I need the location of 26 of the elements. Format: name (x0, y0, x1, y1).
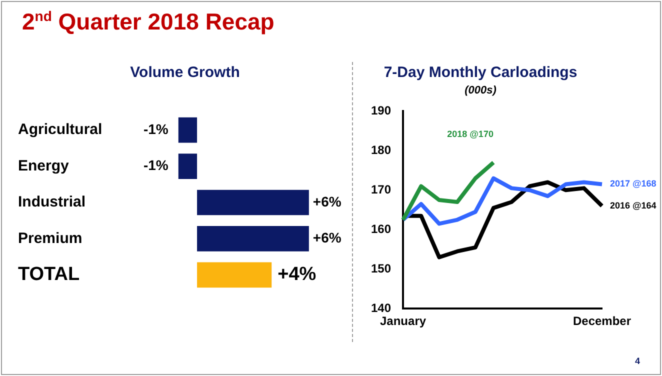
y-tick-label: 160 (370, 222, 392, 236)
y-tick-label: 180 (370, 142, 392, 157)
data-label: +4% (278, 264, 316, 286)
data-label: -1% (143, 157, 169, 174)
y-tick-label: TOTAL (18, 264, 80, 286)
x-tick-label: December (572, 314, 632, 328)
y-tick-label: 170 (370, 182, 392, 196)
y-tick-label: Industrial (18, 194, 86, 211)
y-tick-label: 150 (370, 261, 392, 276)
text: 4 (634, 356, 640, 366)
text: 2$^{nd}$ Quarter 2018 Recap (22, 8, 274, 36)
chart-subtitle: (000s) (464, 84, 497, 97)
series-label: 2016 @164 (610, 200, 656, 210)
data-label: -1% (143, 120, 169, 137)
series-label: 2017 @168 (610, 178, 656, 189)
y-tick-label: Agricultural (18, 121, 102, 138)
chart-title: Volume Growth (130, 64, 240, 82)
data-label: +6% (312, 193, 342, 210)
data-label: +6% (312, 230, 342, 246)
y-tick-label: Energy (18, 157, 70, 174)
text: 2018 @170 (447, 129, 494, 140)
x-tick-label: January (380, 314, 426, 328)
chart-title: 7-Day Monthly Carloadings (384, 64, 578, 82)
y-tick-label: 190 (370, 104, 392, 118)
y-tick-label: 140 (370, 300, 392, 315)
y-tick-label: Premium (18, 230, 82, 247)
